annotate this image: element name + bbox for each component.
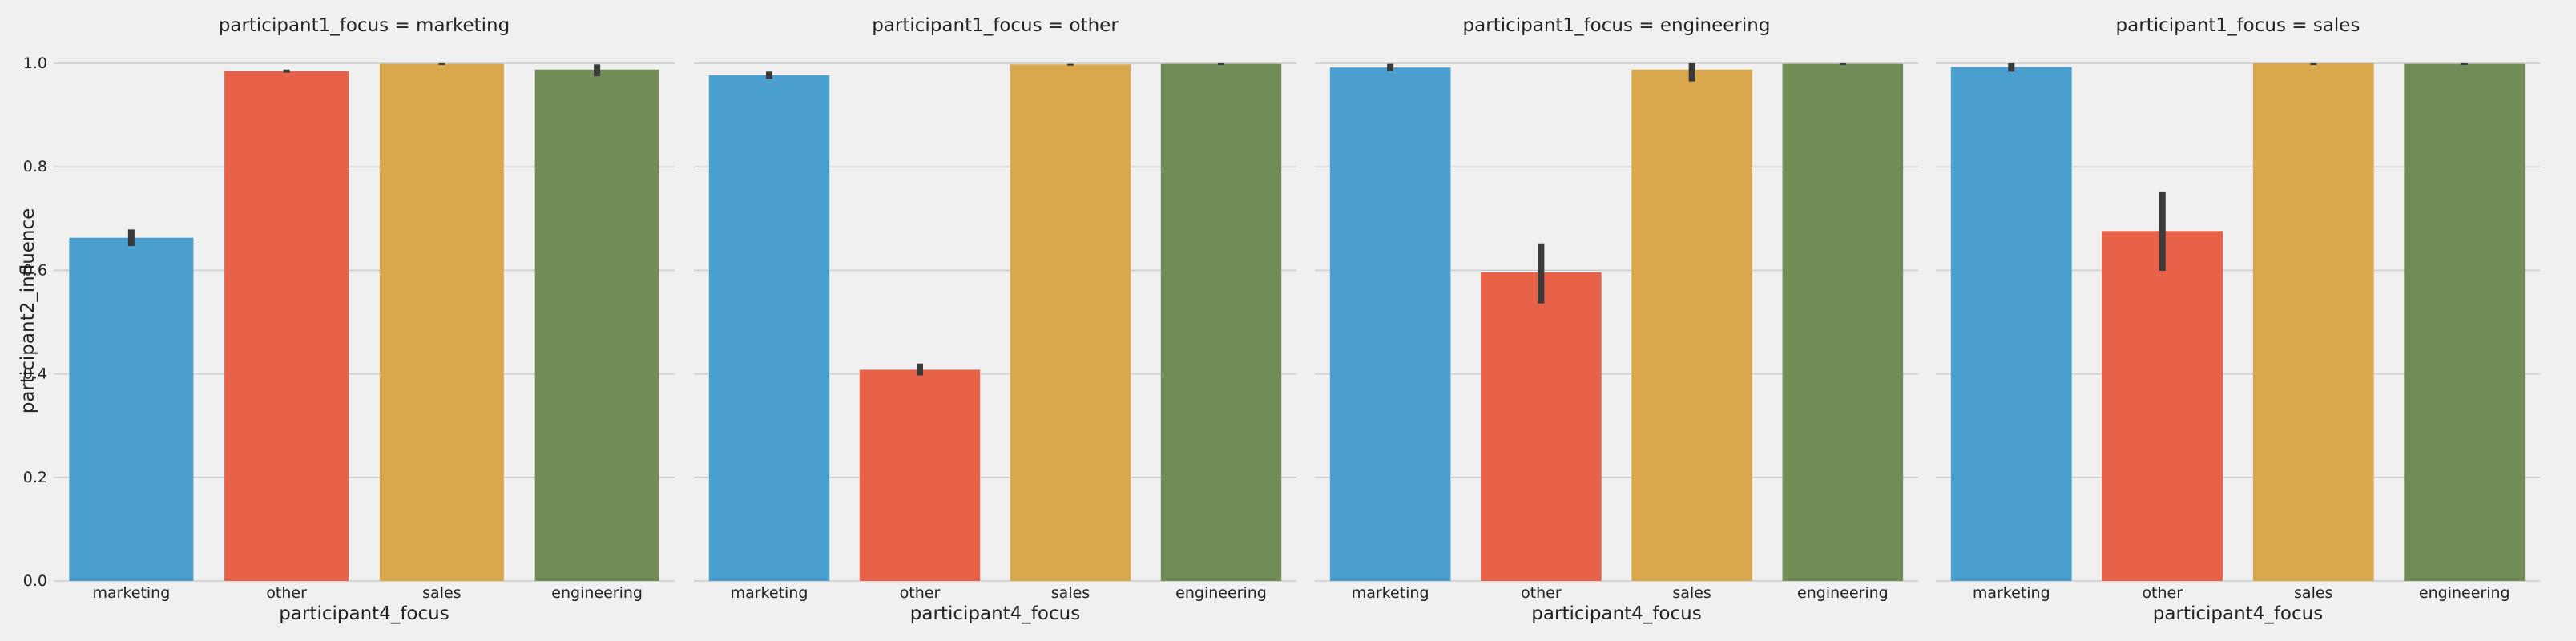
facet-title: participant1_focus = other	[872, 15, 1119, 36]
bar-other	[1481, 272, 1602, 581]
x-axis-label: participant4_focus	[1531, 603, 1701, 624]
bar-other	[224, 71, 349, 581]
bar-marketing	[69, 237, 194, 581]
x-axis-label: participant4_focus	[910, 603, 1080, 624]
bar-sales	[1631, 69, 1752, 581]
x-tick-label: sales	[422, 584, 461, 602]
bar-sales	[2252, 63, 2374, 581]
x-tick-label: sales	[1051, 584, 1090, 602]
y-axis-label: participant2_influence	[18, 208, 38, 414]
y-tick-label: 0.6	[23, 261, 47, 279]
bar-marketing	[1329, 67, 1451, 582]
y-tick-label: 0.4	[23, 365, 47, 383]
y-tick-label: 0.2	[23, 469, 47, 486]
y-tick-label: 0.8	[23, 158, 47, 175]
bar-marketing	[1950, 67, 2072, 582]
bar-marketing	[708, 75, 830, 581]
bar-engineering	[1782, 63, 1904, 581]
x-tick-label: other	[266, 584, 307, 602]
facet-title: participant1_focus = sales	[2116, 15, 2360, 36]
x-axis-label: participant4_focus	[2153, 603, 2323, 624]
bars-layer	[69, 63, 2526, 582]
y-tick-label: 0.0	[23, 572, 47, 590]
bar-other	[859, 369, 981, 581]
x-tick-label: marketing	[1352, 584, 1429, 602]
facet-title: participant1_focus = engineering	[1463, 15, 1771, 36]
x-tick-label: sales	[2294, 584, 2332, 602]
x-axis-label: participant4_focus	[279, 603, 449, 624]
y-tick-label: 1.0	[23, 54, 47, 72]
bar-sales	[379, 63, 504, 581]
x-tick-label: other	[1521, 584, 1562, 602]
text-layer: participant1_focus = marketing participan…	[23, 15, 2510, 624]
x-tick-label: other	[900, 584, 941, 602]
error-bars-layer	[127, 63, 2468, 376]
bar-engineering	[1160, 63, 1282, 581]
bar-engineering	[2404, 63, 2526, 581]
x-tick-label: sales	[1672, 584, 1711, 602]
x-tick-label: engineering	[1175, 584, 1267, 602]
x-tick-label: engineering	[551, 584, 643, 602]
x-tick-label: engineering	[1797, 584, 1889, 602]
bar-sales	[1010, 64, 1131, 582]
bar-engineering	[534, 69, 659, 581]
x-tick-label: marketing	[1973, 584, 2050, 602]
bar-other	[2102, 231, 2223, 581]
x-tick-label: engineering	[2419, 584, 2510, 602]
facet-title: participant1_focus = marketing	[219, 15, 510, 36]
x-tick-label: other	[2142, 584, 2183, 602]
x-tick-label: marketing	[731, 584, 808, 602]
x-tick-label: marketing	[92, 584, 170, 602]
